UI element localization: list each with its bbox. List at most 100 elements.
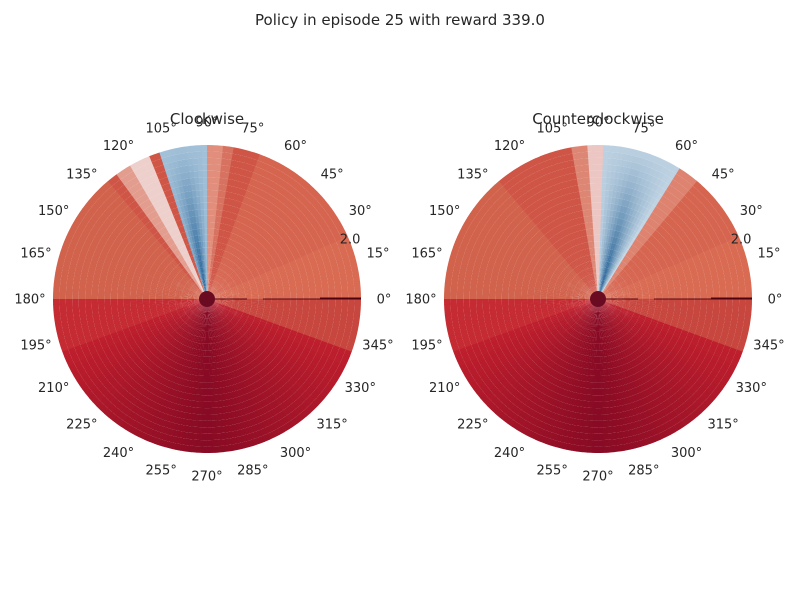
clockwise-angle-tick-label: 135° [66,167,97,182]
clockwise-heat-cell [209,235,212,242]
clockwise-heat-cell [348,303,355,309]
clockwise-heat-cell [111,292,118,296]
clockwise-heat-cell [209,228,212,235]
clockwise-heat-cell [92,291,99,296]
clockwise-heat-cell [210,196,214,203]
clockwise-heat-cell [212,145,218,152]
clockwise-heat-cell [204,370,207,376]
clockwise-heat-cell [79,299,86,304]
clockwise-heat-cell [277,301,284,304]
clockwise-heat-cell [207,248,209,254]
clockwise-heat-cell [207,183,211,189]
clockwise-heat-cell [203,203,207,209]
clockwise-heat-cell [202,158,207,165]
clockwise-heat-cell [347,308,354,314]
clockwise-heat-cell [290,296,296,299]
clockwise-heat-cell [210,190,214,197]
clockwise-heat-cell [204,389,208,395]
clockwise-angle-tick-label: 75° [241,122,264,137]
clockwise-heat-cell [322,303,329,308]
clockwise-heat-cell [207,216,210,222]
clockwise-heat-cell [53,288,60,294]
clockwise-heat-cell [92,299,99,303]
clockwise-angle-tick-label: 150° [38,204,69,219]
clockwise-angle-tick-label: 300° [280,446,311,461]
clockwise-heat-cell [117,293,124,297]
clockwise-heat-cell [98,299,104,303]
clockwise-heat-cell [162,297,168,299]
clockwise-heat-cell [149,297,155,299]
clockwise-heat-cell [200,395,204,402]
clockwise-heat-cell [104,299,110,303]
clockwise-heat-cell [207,235,209,241]
clockwise-heat-cell [204,376,207,382]
figure-title: Policy in episode 25 with reward 339.0 [255,11,545,29]
clockwise-heat-cell [98,291,105,295]
clockwise-heat-cell [201,376,204,383]
clockwise-heat-cell [201,382,205,389]
clockwise-heat-cell [66,299,73,304]
clockwise-heat-cell [124,293,131,296]
clockwise-angle-tick-label: 270° [191,470,222,485]
clockwise-angle-tick-label: 0° [377,293,392,308]
clockwise-heat-cell [91,295,97,299]
clockwise-heat-cell [203,184,207,191]
clockwise-angle-tick-label: 315° [316,418,347,433]
clockwise-heat-cell [85,291,92,296]
clockwise-heat-cell [205,350,207,356]
clockwise-heat-cell [202,440,208,447]
clockwise-heat-cell [207,446,213,453]
clockwise-angle-tick-label: 15° [366,247,389,262]
clockwise-heat-cell [204,209,207,215]
clockwise-heat-cell [205,357,207,363]
clockwise-heat-cell [197,433,203,440]
clockwise-angle-tick-label: 60° [284,139,307,154]
clockwise-heat-cell [59,289,66,295]
clockwise-heat-cell [316,302,323,307]
clockwise-heat-cell [335,303,342,308]
clockwise-heat-cell [207,408,211,415]
clockwise-heat-cell [210,203,214,210]
clockwise-heat-cell [72,290,79,295]
clockwise-heat-cell [207,395,211,401]
clockwise-angle-tick-label: 330° [345,381,376,396]
clockwise-heat-cell [207,421,212,428]
clockwise-heat-cell [66,284,73,290]
clockwise-heat-cell [207,241,209,247]
clockwise-heat-cell [329,303,336,308]
clockwise-heat-cell [192,433,198,440]
clockwise-heat-cell [204,216,207,222]
clockwise-heat-cell [290,302,297,306]
clockwise-heat-cell [72,294,78,299]
clockwise-heat-cell [192,439,198,446]
clockwise-heat-cell [203,414,208,420]
clockwise-heat-cell [98,295,104,299]
clockwise-heat-cell [53,299,60,305]
clockwise-angle-tick-label: 285° [237,463,268,478]
clockwise-heat-cell [203,357,206,364]
polar-panel-counterclockwise: Counterclockwise 0°15°30°45°60°75°90°105… [405,110,784,485]
clockwise-heat-cell [196,446,202,453]
clockwise-heat-cell [207,414,212,421]
clockwise-heat-cell [211,177,216,184]
clockwise-heat-cell [210,209,214,216]
clockwise-heat-cell [211,171,216,178]
clockwise-heat-cell [199,414,204,421]
clockwise-heat-cell [205,344,207,350]
clockwise-heat-cell [202,171,207,178]
clockwise-heat-cell [201,151,207,158]
clockwise-heat-cell [310,295,316,299]
clockwise-angle-tick-label: 180° [14,293,45,308]
clockwise-angle-tick-label: 210° [38,381,69,396]
clockwise-heat-cell [168,298,174,299]
clockwise-angle-tick-label: 90° [195,116,218,131]
clockwise-heat-cell [207,164,212,170]
clockwise-heat-cell [211,158,217,165]
clockwise-heat-cell [207,171,212,177]
clockwise-heat-cell [204,382,207,388]
clockwise-heat-cell [207,158,212,165]
clockwise-heat-cell [210,184,215,191]
clockwise-heat-cell [200,389,204,396]
clockwise-heat-cell [193,427,199,434]
